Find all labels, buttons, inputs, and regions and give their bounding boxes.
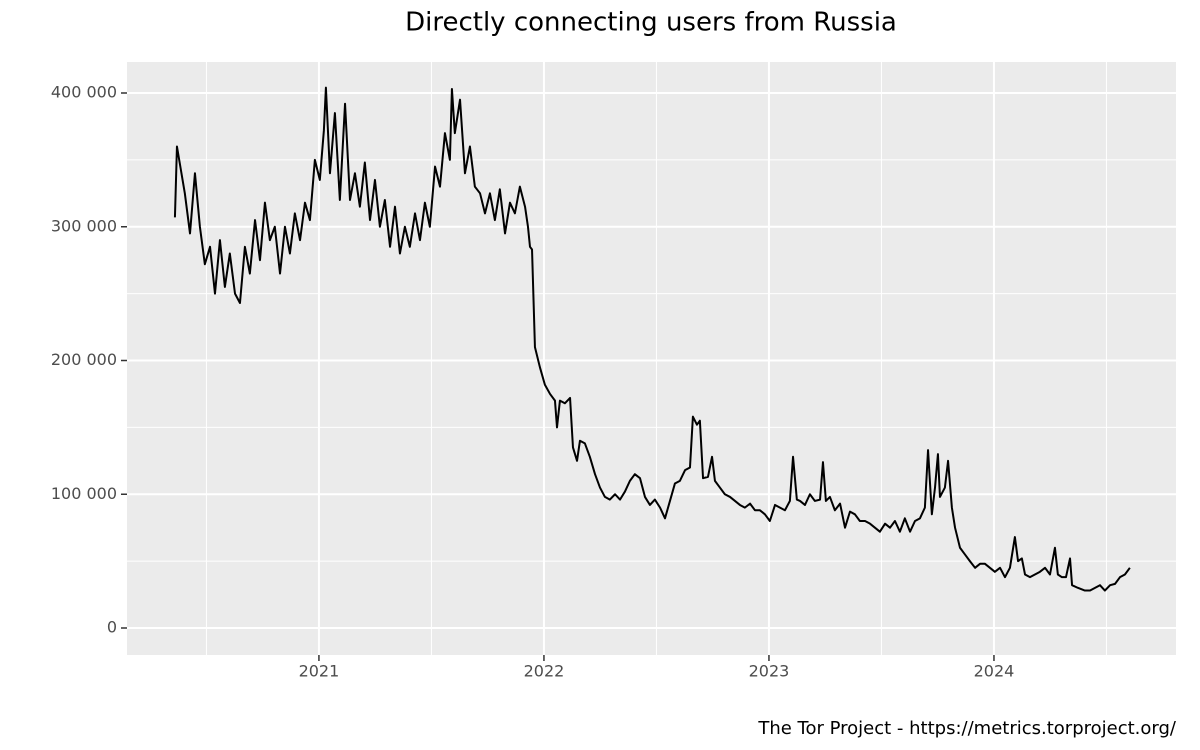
y-tick-label: 300 000 — [51, 216, 117, 235]
plot-panel — [127, 62, 1176, 655]
chart-title: Directly connecting users from Russia — [405, 8, 897, 38]
y-tick-label: 200 000 — [51, 350, 117, 369]
grid — [127, 62, 1176, 655]
x-tick-label: 2024 — [974, 662, 1015, 681]
y-tick-label: 400 000 — [51, 83, 117, 102]
y-tick-label: 100 000 — [51, 484, 117, 503]
y-tick-label: 0 — [107, 617, 117, 636]
x-tick-label: 2021 — [299, 662, 340, 681]
x-tick-label: 2023 — [749, 662, 790, 681]
caption: The Tor Project - https://metrics.torpro… — [757, 718, 1177, 739]
data-line — [173, 86, 1131, 592]
x-tick-label: 2022 — [524, 662, 565, 681]
